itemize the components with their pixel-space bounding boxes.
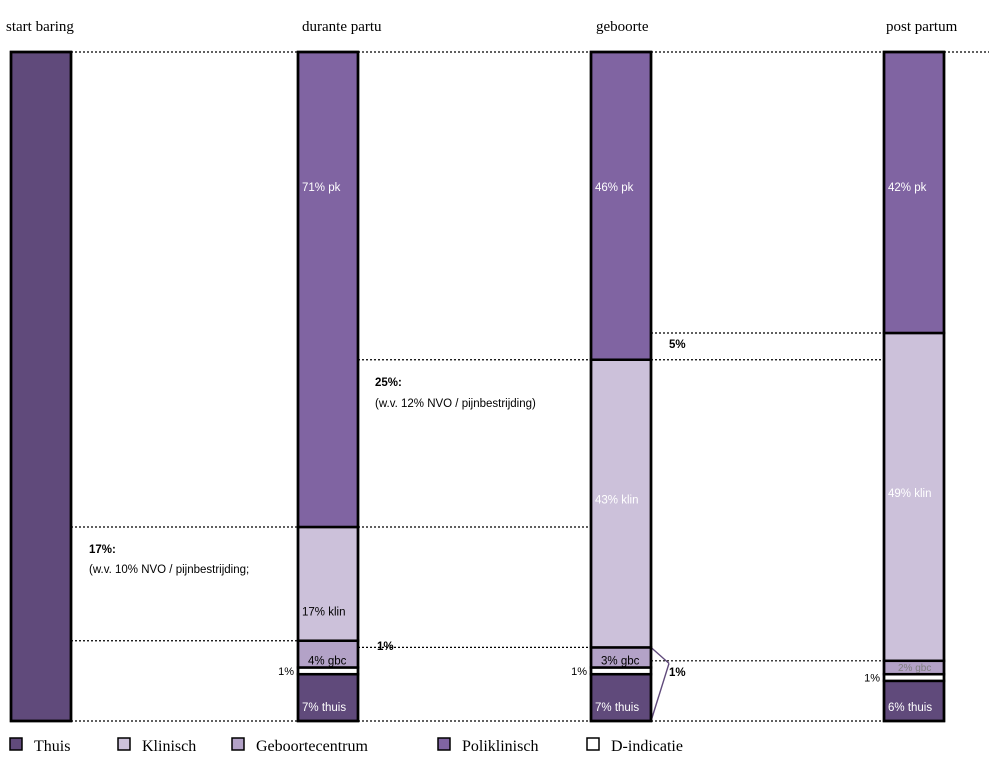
data-label: 6% thuis — [888, 702, 932, 714]
legend-label: Thuis — [34, 738, 70, 755]
data-label: 7% thuis — [595, 702, 639, 714]
data-label: 42% pk — [888, 182, 927, 194]
data-label: 17% klin — [302, 607, 345, 619]
legend-item: Poliklinisch — [437, 737, 538, 755]
category-label: geboorte — [596, 19, 649, 35]
bar-frame — [9, 50, 73, 723]
category-label: durante partu — [302, 19, 382, 35]
transition-label: 17%: — [89, 544, 116, 556]
data-label: 4% gbc — [308, 655, 347, 667]
bar-segment-klinisch — [589, 358, 653, 649]
category-label: post partum — [886, 19, 958, 35]
legend-swatch — [437, 737, 451, 751]
data-label: 2% gbc — [898, 663, 931, 674]
data-label: 3% gbc — [601, 655, 640, 667]
legend-item: Klinisch — [117, 737, 196, 755]
legend-item: Thuis — [9, 737, 70, 755]
bar-frame — [296, 50, 360, 723]
transition-label: 1% — [669, 667, 686, 679]
data-label: 7% thuis — [302, 702, 346, 714]
legend-label: Geboortecentrum — [256, 738, 369, 755]
flow-connector-diagonal — [650, 646, 670, 664]
data-label: 46% pk — [595, 182, 634, 194]
transition-label: 1% — [377, 641, 394, 653]
bar-segment-thuis — [9, 50, 73, 723]
bar-segment-klinisch — [296, 525, 360, 642]
data-label: 1% — [278, 666, 294, 678]
legend-label: Poliklinisch — [462, 738, 538, 755]
legend-item: D-indicatie — [586, 737, 683, 755]
bar-segment-thuis — [882, 679, 946, 723]
legend-swatch — [231, 737, 245, 751]
category-label: start baring — [6, 19, 74, 35]
legend-swatch — [9, 737, 23, 751]
legend-swatch — [117, 737, 131, 751]
data-label: 1% — [571, 666, 587, 678]
flow-connector-diagonal — [650, 663, 670, 722]
legend-label: D-indicatie — [611, 738, 683, 755]
legend-swatch — [586, 737, 600, 751]
transition-label: 25%: — [375, 377, 402, 389]
legend-item: Geboortecentrum — [231, 737, 369, 755]
bar-segment-poliklinisch — [882, 50, 946, 335]
transition-label: 5% — [669, 339, 686, 351]
bar-frame — [589, 50, 653, 723]
data-label: 1% — [864, 673, 880, 685]
transition-note: (w.v. 10% NVO / pijnbestrijding; — [89, 564, 249, 576]
bar-frame — [882, 50, 946, 723]
bar-segment-poliklinisch — [589, 50, 653, 361]
bar-segment-poliklinisch — [296, 50, 360, 529]
data-label: 43% klin — [595, 495, 638, 507]
data-label: 49% klin — [888, 488, 931, 500]
legend-label: Klinisch — [142, 738, 196, 755]
data-label: 71% pk — [302, 182, 341, 194]
transition-note: (w.v. 12% NVO / pijnbestrijding) — [375, 398, 536, 410]
